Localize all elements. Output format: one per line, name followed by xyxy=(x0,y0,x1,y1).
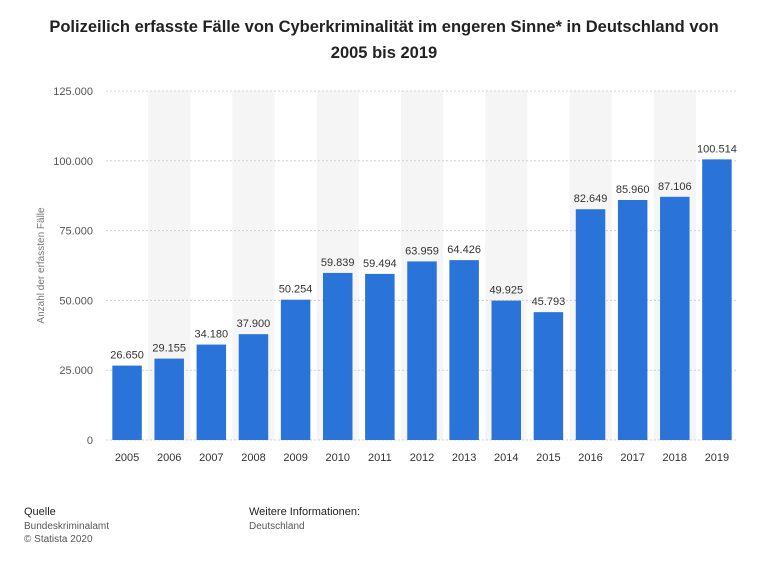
copyright-text: © Statista 2020 xyxy=(24,534,93,545)
bar xyxy=(322,272,353,440)
chart-title: Polizeilich erfasste Fälle von Cyberkrim… xyxy=(40,14,728,66)
bar-value-label: 82.649 xyxy=(574,193,608,205)
y-tick-label: 100.000 xyxy=(53,156,93,168)
bar-value-label: 50.254 xyxy=(279,284,313,296)
bar-value-label: 59.494 xyxy=(363,258,397,270)
x-tick-label: 2007 xyxy=(199,452,223,464)
x-tick-label: 2015 xyxy=(536,452,560,464)
bar-chart: 0 25.000 50.000 75.000 100.000 125.000 Anzahl … xyxy=(36,86,738,464)
chart-title-line-1: Polizeilich erfasste Fälle von Cyberkrim… xyxy=(49,18,719,36)
bar xyxy=(449,260,479,440)
x-tick-label: 2016 xyxy=(578,452,602,464)
x-tick-label: 2011 xyxy=(368,452,392,464)
source-name: Bundeskriminalamt xyxy=(24,521,110,532)
y-tick-label: 0 xyxy=(87,435,93,447)
y-tick-label: 75.000 xyxy=(59,226,93,238)
bar-value-label: 34.180 xyxy=(195,329,229,341)
x-tick-label: 2009 xyxy=(283,452,307,464)
bar-value-label: 49.925 xyxy=(489,285,523,297)
x-tick-label: 2017 xyxy=(620,452,644,464)
x-tick-label: 2019 xyxy=(705,452,729,464)
bar xyxy=(533,312,564,440)
bar xyxy=(112,365,142,440)
info-value[interactable]: Deutschland xyxy=(249,521,305,532)
source-block: Quelle Bundeskriminalamt © Statista 2020 xyxy=(24,506,109,546)
bar xyxy=(365,273,395,440)
info-heading: Weitere Informationen: xyxy=(249,506,361,518)
y-tick-label: 50.000 xyxy=(59,295,93,307)
bar-value-label: 59.839 xyxy=(321,257,355,269)
x-tick-label: 2018 xyxy=(663,452,687,464)
bar xyxy=(702,159,732,440)
x-tick-label: 2014 xyxy=(494,452,518,464)
bar xyxy=(407,261,437,440)
bar-value-label: 100.514 xyxy=(697,143,737,155)
y-axis-title: Anzahl der erfassten Fälle xyxy=(36,207,47,324)
bar xyxy=(196,344,227,440)
bar xyxy=(617,199,648,440)
bar xyxy=(660,196,690,440)
bar-value-label: 45.793 xyxy=(532,296,566,308)
x-tick-label: 2012 xyxy=(410,452,434,464)
bar-value-label: 64.426 xyxy=(447,244,481,256)
bar-value-label: 85.960 xyxy=(616,184,650,196)
bar xyxy=(238,334,269,440)
info-block: Weitere Informationen: Deutschland xyxy=(249,506,360,533)
chart-title-line-2: 2005 bis 2019 xyxy=(330,44,438,62)
y-tick-label: 25.000 xyxy=(59,365,93,377)
bar-value-label: 37.900 xyxy=(237,318,271,330)
y-tick-label: 125.000 xyxy=(53,86,93,98)
bar-value-label: 63.959 xyxy=(405,245,439,257)
x-tick-label: 2006 xyxy=(157,452,181,464)
source-heading: Quelle xyxy=(24,506,56,518)
bar-value-label: 26.650 xyxy=(110,350,144,362)
bar xyxy=(154,358,184,440)
x-tick-label: 2008 xyxy=(241,452,265,464)
bar xyxy=(575,209,606,440)
bar-value-label: 87.106 xyxy=(658,181,692,193)
x-tick-label: 2005 xyxy=(115,452,139,464)
x-tick-label: 2013 xyxy=(452,452,476,464)
bar-value-label: 29.155 xyxy=(152,343,186,355)
bar xyxy=(491,300,522,440)
bar xyxy=(280,299,311,440)
x-tick-label: 2010 xyxy=(325,452,349,464)
